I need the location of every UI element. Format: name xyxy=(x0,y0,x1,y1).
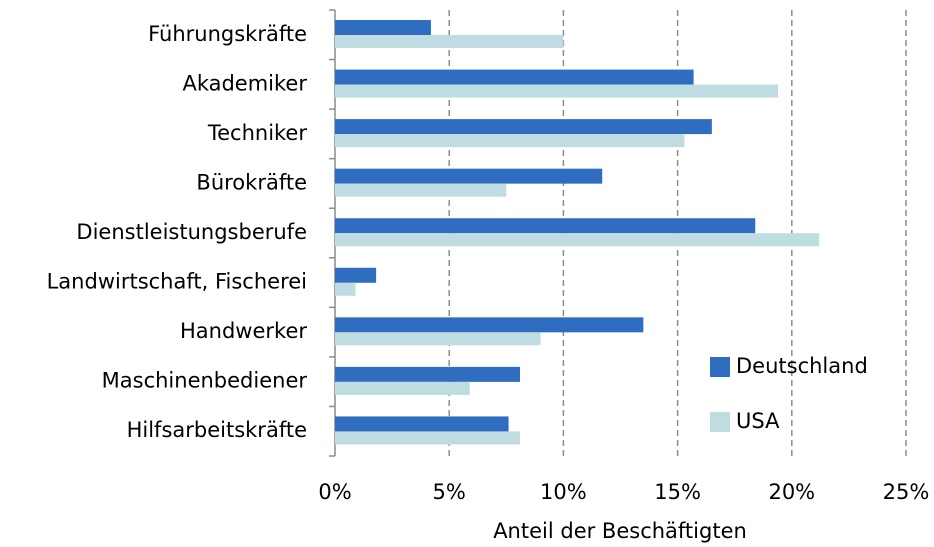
bar xyxy=(335,35,564,48)
bar xyxy=(335,218,756,234)
y-tick-label: Führungskräfte xyxy=(148,22,307,46)
x-tick-label: 15% xyxy=(654,480,701,504)
bar xyxy=(335,282,356,296)
x-tick-label: 5% xyxy=(433,480,466,504)
bar xyxy=(335,84,779,98)
bar xyxy=(335,183,507,197)
legend-label: USA xyxy=(736,409,780,433)
bar xyxy=(335,431,521,445)
y-tick-label: Landwirtschaft, Fischerei xyxy=(47,270,307,294)
x-tick-label: 0% xyxy=(318,480,351,504)
legend-label: Deutschland xyxy=(736,354,868,378)
bar xyxy=(335,119,712,135)
bar xyxy=(335,20,431,35)
bar xyxy=(335,233,820,247)
bar xyxy=(335,332,541,346)
legend-swatch xyxy=(710,412,730,432)
x-tick-label: 10% xyxy=(540,480,587,504)
x-tick-label: 20% xyxy=(768,480,815,504)
legend-swatch xyxy=(710,357,730,377)
y-tick-label: Maschinenbediener xyxy=(102,369,308,393)
x-tick-label: 25% xyxy=(883,480,930,504)
y-tick-label: Dienstleistungsberufe xyxy=(76,220,307,244)
bar xyxy=(335,69,694,85)
bar xyxy=(335,416,509,432)
bar xyxy=(335,317,644,333)
y-tick-label: Akademiker xyxy=(182,71,307,95)
y-tick-label: Bürokräfte xyxy=(196,170,307,194)
y-tick-label: Handwerker xyxy=(180,319,307,343)
y-tick-label: Techniker xyxy=(207,121,308,145)
bar xyxy=(335,267,377,283)
bar xyxy=(335,134,685,148)
x-axis-title: Anteil der Beschäftigten xyxy=(493,519,747,543)
bar xyxy=(335,381,470,395)
y-tick-label: Hilfsarbeitskräfte xyxy=(127,418,307,442)
bar xyxy=(335,366,521,382)
bar xyxy=(335,168,603,184)
